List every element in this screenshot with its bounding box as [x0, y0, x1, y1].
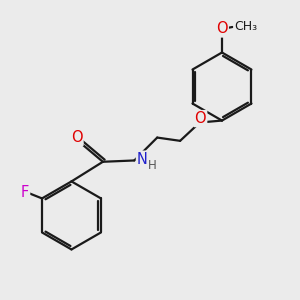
- Text: O: O: [216, 22, 228, 37]
- Text: O: O: [195, 111, 206, 126]
- Text: F: F: [21, 185, 29, 200]
- Text: CH₃: CH₃: [234, 20, 257, 34]
- Text: O: O: [71, 130, 82, 145]
- Text: N: N: [137, 152, 148, 167]
- Text: H: H: [147, 159, 156, 172]
